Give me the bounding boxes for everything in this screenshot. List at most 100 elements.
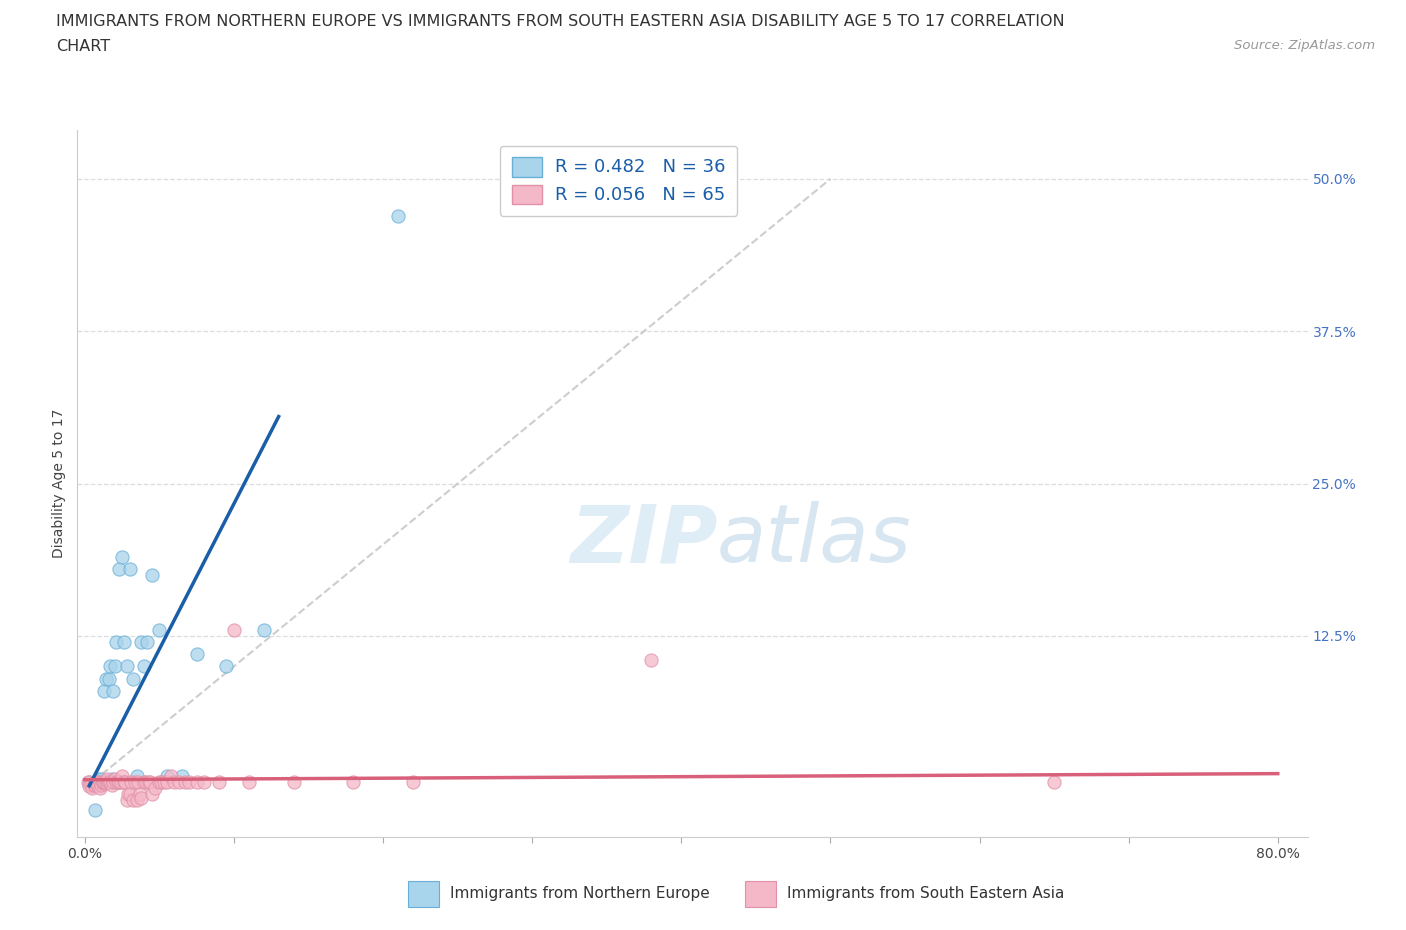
- Point: [135, 775, 157, 790]
- Point: [118, 562, 141, 577]
- Point: [77, 775, 100, 790]
- Point: [127, 775, 149, 790]
- Point: [253, 622, 276, 637]
- Point: [134, 775, 156, 790]
- Point: [283, 775, 305, 790]
- Point: [186, 646, 208, 661]
- Point: [98, 775, 121, 790]
- Point: [170, 768, 193, 783]
- Point: [141, 787, 163, 802]
- Point: [91, 775, 114, 790]
- Point: [101, 684, 124, 698]
- Point: [139, 775, 162, 790]
- Point: [193, 775, 215, 790]
- Point: [91, 776, 114, 790]
- Point: [105, 634, 128, 649]
- Point: [87, 771, 110, 786]
- Point: [111, 768, 134, 783]
- Point: [84, 803, 107, 817]
- Point: [86, 775, 108, 790]
- Point: [108, 562, 131, 577]
- Point: [117, 787, 139, 802]
- Point: [402, 775, 425, 790]
- Point: [1043, 775, 1066, 790]
- Point: [125, 768, 148, 783]
- Point: [108, 775, 131, 790]
- Text: Immigrants from Northern Europe: Immigrants from Northern Europe: [450, 886, 710, 901]
- Point: [91, 775, 114, 790]
- Point: [77, 778, 100, 793]
- Point: [167, 775, 190, 790]
- Point: [96, 771, 118, 786]
- Point: [83, 777, 105, 792]
- Point: [101, 775, 124, 790]
- Point: [163, 775, 186, 790]
- Point: [96, 775, 118, 790]
- Text: Immigrants from South Eastern Asia: Immigrants from South Eastern Asia: [787, 886, 1064, 901]
- Point: [160, 768, 183, 783]
- Legend: R = 0.482   N = 36, R = 0.056   N = 65: R = 0.482 N = 36, R = 0.056 N = 65: [501, 146, 737, 216]
- Point: [121, 671, 143, 686]
- Point: [90, 771, 112, 786]
- Point: [94, 671, 117, 686]
- Point: [100, 771, 122, 786]
- Point: [97, 775, 120, 790]
- Text: ZIP: ZIP: [569, 501, 717, 579]
- Point: [89, 775, 111, 790]
- Point: [156, 775, 179, 790]
- Point: [640, 653, 662, 668]
- Point: [179, 775, 201, 790]
- Point: [222, 622, 245, 637]
- Point: [387, 208, 409, 223]
- Point: [90, 777, 112, 792]
- Text: atlas: atlas: [717, 501, 912, 579]
- Point: [148, 775, 170, 790]
- Point: [84, 777, 107, 792]
- Point: [186, 775, 208, 790]
- Point: [104, 659, 127, 674]
- Text: IMMIGRANTS FROM NORTHERN EUROPE VS IMMIGRANTS FROM SOUTH EASTERN ASIA DISABILITY: IMMIGRANTS FROM NORTHERN EUROPE VS IMMIG…: [56, 14, 1064, 29]
- Point: [124, 775, 146, 790]
- Point: [115, 659, 138, 674]
- Point: [112, 634, 135, 649]
- Point: [110, 775, 132, 790]
- Point: [134, 659, 156, 674]
- Point: [136, 634, 159, 649]
- Point: [114, 775, 136, 790]
- Y-axis label: Disability Age 5 to 17: Disability Age 5 to 17: [52, 409, 66, 558]
- Point: [208, 775, 231, 790]
- Point: [238, 775, 260, 790]
- Point: [89, 781, 111, 796]
- Point: [76, 775, 98, 790]
- Point: [143, 781, 166, 796]
- Point: [87, 778, 110, 793]
- Point: [112, 775, 135, 790]
- Point: [84, 775, 107, 790]
- Point: [131, 634, 153, 649]
- Point: [96, 775, 118, 790]
- Point: [82, 781, 104, 796]
- Point: [80, 777, 103, 792]
- Point: [93, 684, 115, 698]
- Point: [149, 775, 172, 790]
- Point: [129, 787, 152, 802]
- Point: [131, 790, 153, 805]
- Point: [153, 775, 176, 790]
- Point: [107, 775, 129, 790]
- Point: [105, 775, 128, 790]
- Point: [115, 793, 138, 808]
- Point: [98, 659, 121, 674]
- Point: [156, 768, 179, 783]
- Point: [215, 659, 238, 674]
- Point: [138, 775, 160, 790]
- Point: [111, 550, 134, 565]
- Point: [141, 567, 163, 582]
- Point: [342, 775, 364, 790]
- Point: [148, 622, 170, 637]
- Text: Source: ZipAtlas.com: Source: ZipAtlas.com: [1234, 39, 1375, 52]
- Text: CHART: CHART: [56, 39, 110, 54]
- Point: [86, 775, 108, 790]
- Point: [97, 671, 120, 686]
- Point: [104, 771, 127, 786]
- Point: [89, 775, 111, 790]
